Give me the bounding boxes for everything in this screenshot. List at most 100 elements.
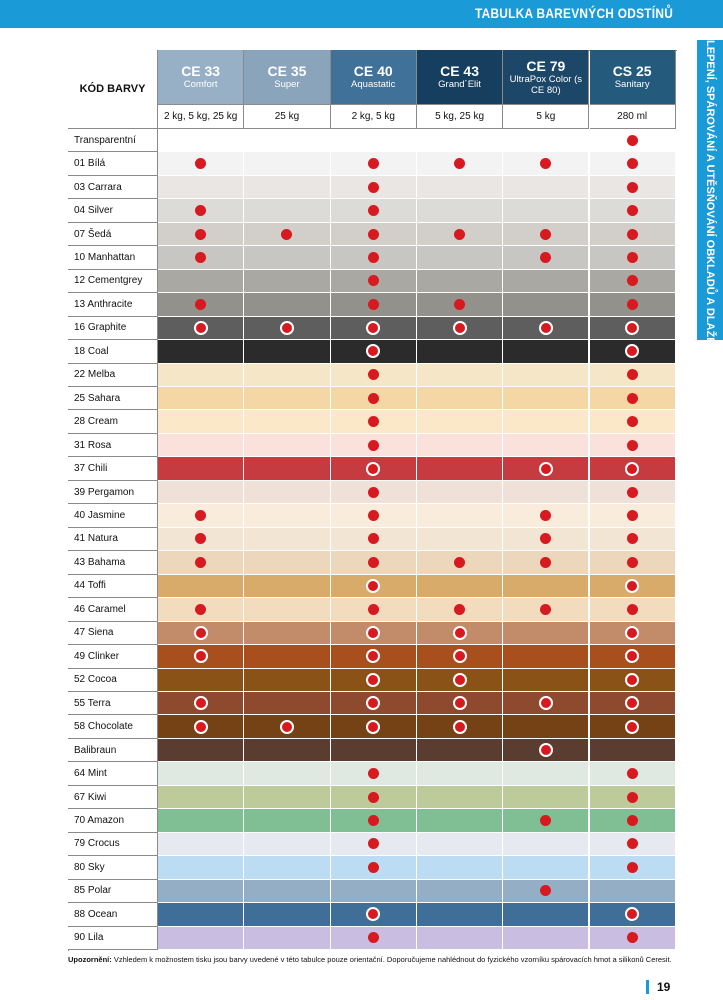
- color-name: 25 Sahara: [68, 387, 158, 411]
- availability-dot: [367, 791, 379, 803]
- color-cell: [330, 457, 417, 481]
- color-cell: [503, 222, 590, 247]
- availability-dot: [626, 838, 638, 850]
- page-title: TABULKA BAREVNÝCH ODSTÍNŮ: [474, 5, 673, 21]
- color-cell: [416, 598, 504, 622]
- color-cell: [503, 668, 590, 692]
- availability-dot: [195, 158, 207, 170]
- column-header: CE 33 Comfort: [158, 50, 245, 105]
- color-cell: [416, 340, 504, 364]
- availability-dot: [366, 578, 381, 593]
- color-cell: [416, 691, 504, 716]
- availability-dot: [540, 158, 552, 170]
- color-name: 80 Sky: [68, 856, 158, 880]
- availability-dot: [452, 625, 467, 640]
- color-cell: [158, 387, 245, 411]
- color-cell: [158, 410, 245, 434]
- color-cell: [589, 762, 676, 786]
- availability-dot: [626, 486, 638, 498]
- product-name: UltraPox Color (s CE 80): [509, 73, 582, 96]
- color-name: 41 Natura: [68, 527, 158, 552]
- availability-dot: [367, 252, 379, 263]
- color-cell: [158, 363, 245, 388]
- availability-dot: [195, 228, 207, 240]
- color-name: 88 Ocean: [68, 903, 158, 927]
- availability-dot: [367, 369, 379, 381]
- availability-dot: [626, 439, 638, 451]
- availability-dot: [366, 696, 381, 711]
- availability-dot: [366, 461, 381, 476]
- color-cell: [244, 340, 331, 364]
- column-header: CE 40 Aquastatic: [330, 50, 417, 105]
- color-cell: [158, 480, 245, 505]
- color-cell: [330, 785, 417, 810]
- color-cell: [589, 433, 676, 458]
- color-cell: [503, 152, 590, 176]
- color-name: 46 Caramel: [68, 598, 158, 622]
- availability-dot: [625, 649, 640, 664]
- color-cell: [244, 762, 331, 786]
- color-cell: [158, 129, 245, 153]
- availability-dot: [279, 320, 294, 335]
- color-cell: [244, 129, 331, 153]
- color-cell: [416, 129, 504, 153]
- color-cell: [158, 316, 245, 341]
- package-size: 2 kg, 5 kg: [330, 105, 417, 129]
- product-code: CE 33: [181, 63, 221, 79]
- availability-dot: [626, 181, 638, 193]
- color-cell: [330, 645, 417, 669]
- color-cell: [244, 903, 331, 927]
- color-cell: [158, 574, 245, 599]
- availability-dot: [367, 298, 379, 310]
- color-cell: [589, 199, 676, 223]
- color-cell: [416, 738, 504, 763]
- color-cell: [244, 621, 331, 646]
- color-name: 03 Carrara: [68, 175, 158, 200]
- color-cell: [416, 762, 504, 786]
- color-cell: [503, 762, 590, 786]
- availability-dot: [625, 672, 640, 687]
- color-cell: [589, 175, 676, 200]
- color-name: 79 Crocus: [68, 832, 158, 857]
- availability-dot: [540, 556, 552, 568]
- availability-dot: [625, 719, 640, 734]
- availability-dot: [538, 461, 553, 476]
- color-cell: [158, 903, 245, 927]
- color-cell: [330, 363, 417, 388]
- color-cell: [158, 621, 245, 646]
- color-cell: [244, 316, 331, 341]
- color-cell: [416, 222, 504, 247]
- color-cell: [244, 715, 331, 739]
- color-cell: [244, 433, 331, 458]
- availability-dot: [626, 275, 638, 287]
- availability-dot: [626, 252, 638, 263]
- availability-dot: [193, 719, 208, 734]
- product-code: CE 35: [267, 63, 307, 79]
- color-cell: [244, 926, 331, 950]
- color-cell: [244, 246, 331, 270]
- color-cell: [158, 879, 245, 904]
- availability-dot: [366, 907, 381, 922]
- color-cell: [244, 574, 331, 599]
- product-code: CE 79: [526, 57, 566, 74]
- color-cell: [416, 832, 504, 857]
- side-tab: LEPENÍ, SPÁROVÁNÍ A UTĚSŇOVÁNÍ OBKLADŮ A…: [697, 40, 723, 353]
- availability-dot: [538, 320, 553, 335]
- availability-dot: [367, 486, 379, 498]
- availability-dot: [626, 298, 638, 310]
- availability-dot: [626, 533, 638, 545]
- availability-dot: [367, 205, 379, 217]
- availability-dot: [195, 298, 207, 310]
- color-cell: [244, 879, 331, 904]
- color-cell: [158, 152, 245, 176]
- product-name: Comfort: [183, 79, 218, 90]
- product-code: CS 25: [612, 63, 652, 79]
- color-cell: [330, 668, 417, 692]
- color-cell: [416, 551, 504, 575]
- color-cell: [503, 199, 590, 223]
- package-size: 5 kg: [503, 105, 590, 129]
- color-cell: [589, 785, 676, 810]
- color-cell: [416, 856, 504, 880]
- color-cell: [244, 504, 331, 528]
- color-cell: [416, 527, 504, 552]
